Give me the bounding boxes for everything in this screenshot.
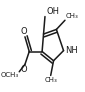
Text: CH₃: CH₃ bbox=[66, 13, 78, 19]
Text: OCH₃: OCH₃ bbox=[0, 72, 19, 78]
Text: NH: NH bbox=[65, 46, 78, 55]
Text: O: O bbox=[21, 27, 28, 36]
Text: O: O bbox=[21, 65, 28, 74]
Text: OH: OH bbox=[46, 7, 59, 16]
Text: CH₃: CH₃ bbox=[44, 77, 57, 83]
